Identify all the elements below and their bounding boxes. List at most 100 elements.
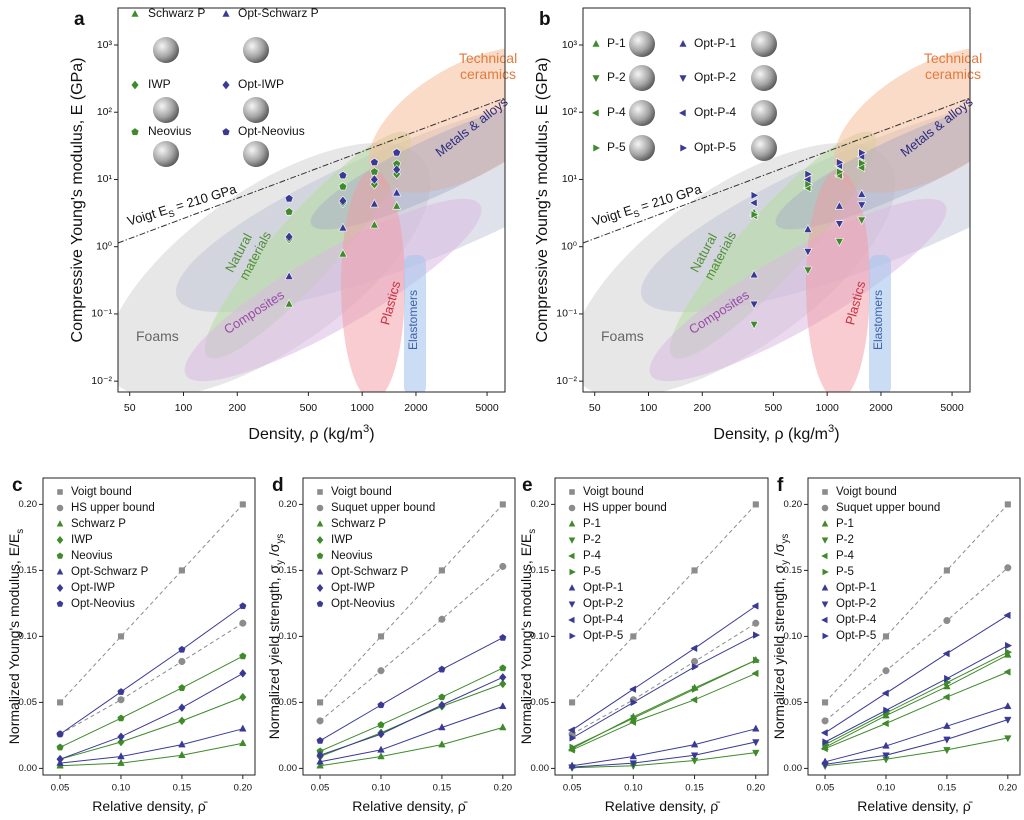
panel-letter: f: [777, 475, 784, 496]
legend-marker: [221, 8, 231, 18]
legend-marker: [316, 504, 324, 512]
y-axis-label: Normalized yield strength, σy /σys: [266, 534, 286, 740]
series-line: [571, 659, 757, 748]
data-point: [438, 700, 446, 710]
data-point: [438, 567, 445, 574]
x-tick-label: 500: [765, 402, 783, 414]
x-tick-label: 0.20: [494, 783, 513, 794]
voigt-label-part: Voigt E: [125, 203, 169, 229]
legend-marker: [679, 143, 689, 153]
data-point: [1003, 668, 1011, 676]
panel-letter: a: [74, 9, 85, 30]
data-point: [377, 729, 385, 739]
plot-frame: [42, 477, 256, 776]
x-tick-label: 200: [694, 402, 712, 414]
legend-marker: [592, 143, 602, 153]
data-point: [630, 698, 638, 707]
legend-label: Opt-P-2: [694, 70, 736, 84]
legend-marker: [678, 38, 688, 48]
region-label-line: ceramics: [460, 66, 516, 82]
legend-marker: [130, 79, 140, 91]
data-point: [750, 210, 760, 220]
x-axis-label-part: Relative density, ρ̄: [352, 798, 468, 814]
y-axis-label: Compressive Young's modulus, E (GPa): [69, 58, 86, 343]
x-tick-label: 0.15: [173, 783, 192, 794]
data-point: [117, 696, 125, 704]
data-point: [943, 747, 951, 755]
data-point: [1004, 501, 1011, 508]
x-axis-label-part: Density, ρ (kg/m: [713, 426, 828, 443]
legend-marker: [316, 520, 324, 527]
y-tick-label: 0.10: [531, 631, 550, 642]
data-point: [56, 743, 64, 751]
legend-label: Opt-Schwarz P: [238, 6, 319, 20]
elastomers-region: [869, 255, 891, 392]
data-point: [284, 231, 294, 243]
legend-marker: [316, 584, 324, 592]
data-point: [881, 689, 889, 697]
x-tick-label: 5000: [475, 402, 499, 414]
y-axis-label-part: y: [275, 560, 286, 565]
legend-marker: [677, 108, 687, 118]
legend-label: Opt-Neovius: [238, 124, 305, 138]
y-axis-label-part: ys: [275, 534, 286, 544]
legend-label: Schwarz P: [331, 518, 386, 530]
series-line: [59, 696, 243, 760]
y-tick-label: 10³: [562, 39, 578, 51]
y-axis-label-part: /σ: [771, 543, 787, 560]
y-axis-label: Normalized Young's modulus, E/Es: [6, 529, 26, 744]
legend-marker: [316, 568, 324, 575]
data-point: [178, 740, 186, 748]
legend-marker: [591, 38, 601, 48]
plot-frame: [302, 477, 516, 776]
series-line: [571, 634, 757, 739]
y-tick-label: 0.10: [784, 631, 803, 642]
ashby-regions: [583, 47, 970, 392]
legend-label: Opt-P-1: [836, 582, 876, 594]
legend-marker: [568, 552, 575, 560]
data-point: [117, 737, 125, 747]
series-line: [319, 637, 504, 742]
x-tick-label: 0.15: [433, 783, 452, 794]
data-point: [239, 619, 247, 627]
series-line: [320, 727, 503, 767]
data-point: [284, 207, 294, 216]
data-point: [802, 175, 812, 184]
legend-label: Opt-P-4: [694, 105, 736, 119]
series-line: [59, 622, 244, 735]
x-tick-label: 0.20: [999, 783, 1018, 794]
legend-marker: [678, 74, 688, 84]
data-point: [942, 649, 950, 658]
data-point: [239, 602, 247, 610]
data-point: [943, 682, 951, 690]
series-line: [319, 504, 504, 703]
plot-frame: [582, 7, 971, 393]
data-point: [392, 164, 402, 175]
data-point: [317, 699, 324, 706]
series-line: [571, 622, 757, 735]
data-point: [438, 740, 446, 748]
region-label: Elastomers: [406, 290, 420, 350]
legend-label: Voigt bound: [583, 486, 644, 498]
legend-label: Opt-IWP: [238, 77, 284, 91]
data-point: [377, 745, 385, 753]
y-axis-label: Normalized yield strength, σy /σys: [771, 534, 791, 740]
x-tick-label: 0.05: [563, 783, 582, 794]
y-axis-label-part: s: [15, 529, 26, 534]
data-point: [499, 702, 507, 710]
region-label-line: Elastomers: [406, 290, 420, 350]
region-label-line: Technical: [924, 50, 982, 66]
series-line: [59, 504, 244, 703]
y-tick-label: 10⁰: [561, 240, 577, 252]
series-line: [319, 676, 504, 756]
x-tick-label: 0.20: [234, 783, 253, 794]
legend-marker: [568, 584, 576, 591]
legend-marker: [56, 552, 64, 559]
data-point: [751, 602, 759, 610]
data-point: [748, 198, 758, 208]
legend-label: P-5: [836, 566, 854, 578]
data-point: [1003, 611, 1011, 620]
legend-label: IWP: [148, 77, 171, 91]
data-point: [338, 222, 348, 232]
plot-frame: [117, 7, 506, 393]
